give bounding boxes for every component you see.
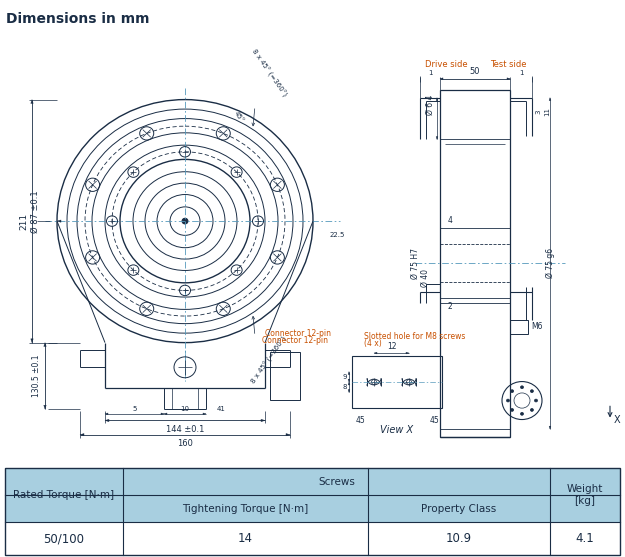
Text: 22.5: 22.5 (330, 232, 346, 238)
Text: Weight
[kg]: Weight [kg] (567, 484, 603, 506)
Text: 12: 12 (387, 342, 396, 351)
Polygon shape (507, 78, 510, 80)
Circle shape (511, 408, 514, 412)
Bar (368, 495, 550, 522)
Text: 50: 50 (470, 67, 480, 76)
Polygon shape (164, 413, 167, 414)
Bar (5, 522, 620, 555)
Text: 50/100: 50/100 (44, 532, 84, 545)
Bar (440, 90, 510, 437)
Text: View X: View X (381, 425, 414, 435)
Bar (270, 352, 300, 399)
Circle shape (531, 390, 533, 393)
Circle shape (182, 218, 188, 224)
Text: Connector 12-pin: Connector 12-pin (262, 335, 328, 345)
Polygon shape (286, 433, 290, 436)
Text: 9: 9 (342, 374, 347, 380)
Polygon shape (31, 100, 33, 104)
Text: 130.5 ±0.1: 130.5 ±0.1 (32, 355, 41, 397)
Text: X: X (614, 416, 621, 426)
Text: 5: 5 (132, 406, 137, 412)
Circle shape (531, 408, 533, 412)
Text: 10.9: 10.9 (446, 532, 472, 545)
Text: Property Class: Property Class (421, 504, 497, 514)
Polygon shape (203, 413, 206, 414)
Bar (5, 468, 123, 522)
Polygon shape (348, 382, 350, 385)
Text: 11: 11 (544, 108, 550, 116)
Text: Screws: Screws (318, 477, 355, 487)
Text: 45: 45 (355, 416, 365, 425)
Text: Slotted hole for M8 screws: Slotted hole for M8 screws (364, 332, 466, 341)
Text: 144 ±0.1: 144 ±0.1 (166, 425, 204, 434)
Polygon shape (549, 97, 551, 100)
Polygon shape (105, 413, 108, 414)
Text: M6: M6 (531, 323, 542, 331)
Text: 4: 4 (448, 216, 453, 225)
Text: 41: 41 (217, 406, 226, 412)
Text: 14: 14 (238, 532, 253, 545)
Polygon shape (406, 352, 409, 354)
Text: Ø 87 ±0.1: Ø 87 ±0.1 (31, 190, 40, 233)
Text: 4.1: 4.1 (576, 532, 594, 545)
Text: Test side: Test side (491, 60, 527, 69)
Text: 8 x 45° (=360°): 8 x 45° (=360°) (250, 335, 288, 385)
Text: Connector 12-pin: Connector 12-pin (265, 329, 331, 338)
Bar (352, 356, 442, 408)
Text: Rated Torque [N·m]: Rated Torque [N·m] (14, 490, 114, 500)
Polygon shape (57, 220, 61, 222)
Text: 1: 1 (519, 70, 523, 76)
Circle shape (521, 412, 524, 416)
Polygon shape (348, 389, 350, 393)
Text: (4 x): (4 x) (364, 339, 382, 348)
Text: 211: 211 (19, 213, 28, 229)
Text: 3: 3 (535, 110, 541, 114)
Text: Drive side: Drive side (425, 60, 468, 69)
Bar (123, 495, 368, 522)
Polygon shape (31, 339, 33, 343)
Polygon shape (436, 136, 438, 139)
Bar (510, 320, 528, 334)
Polygon shape (549, 426, 551, 429)
Text: 45: 45 (429, 416, 439, 425)
Circle shape (534, 399, 538, 402)
Text: Tightening Torque [N·m]: Tightening Torque [N·m] (182, 504, 309, 514)
Text: 160: 160 (177, 439, 193, 448)
Text: 1: 1 (428, 70, 432, 76)
Polygon shape (261, 419, 265, 422)
Polygon shape (440, 78, 443, 80)
Circle shape (506, 399, 509, 402)
Text: 45°: 45° (233, 110, 245, 124)
Polygon shape (105, 419, 109, 422)
Polygon shape (348, 372, 350, 374)
Polygon shape (44, 405, 46, 409)
Text: 8 x 45° (=360°): 8 x 45° (=360°) (250, 48, 288, 98)
Text: 2: 2 (448, 301, 452, 311)
Text: 10: 10 (181, 406, 189, 412)
Polygon shape (161, 413, 164, 414)
Text: Ø 75 g6: Ø 75 g6 (546, 248, 555, 278)
Text: Ø 40: Ø 40 (421, 268, 430, 287)
Text: Ø 6.4: Ø 6.4 (426, 94, 435, 115)
Polygon shape (80, 433, 84, 436)
Polygon shape (374, 352, 377, 354)
Text: Ø 75 H7: Ø 75 H7 (411, 248, 420, 279)
Polygon shape (44, 343, 46, 346)
Bar (550, 468, 620, 522)
Polygon shape (436, 97, 438, 100)
Circle shape (511, 390, 514, 393)
Text: Dimensions in mm: Dimensions in mm (6, 12, 150, 26)
Circle shape (521, 386, 524, 389)
Polygon shape (348, 379, 350, 382)
Bar (123, 468, 550, 495)
Text: 8: 8 (342, 384, 347, 390)
